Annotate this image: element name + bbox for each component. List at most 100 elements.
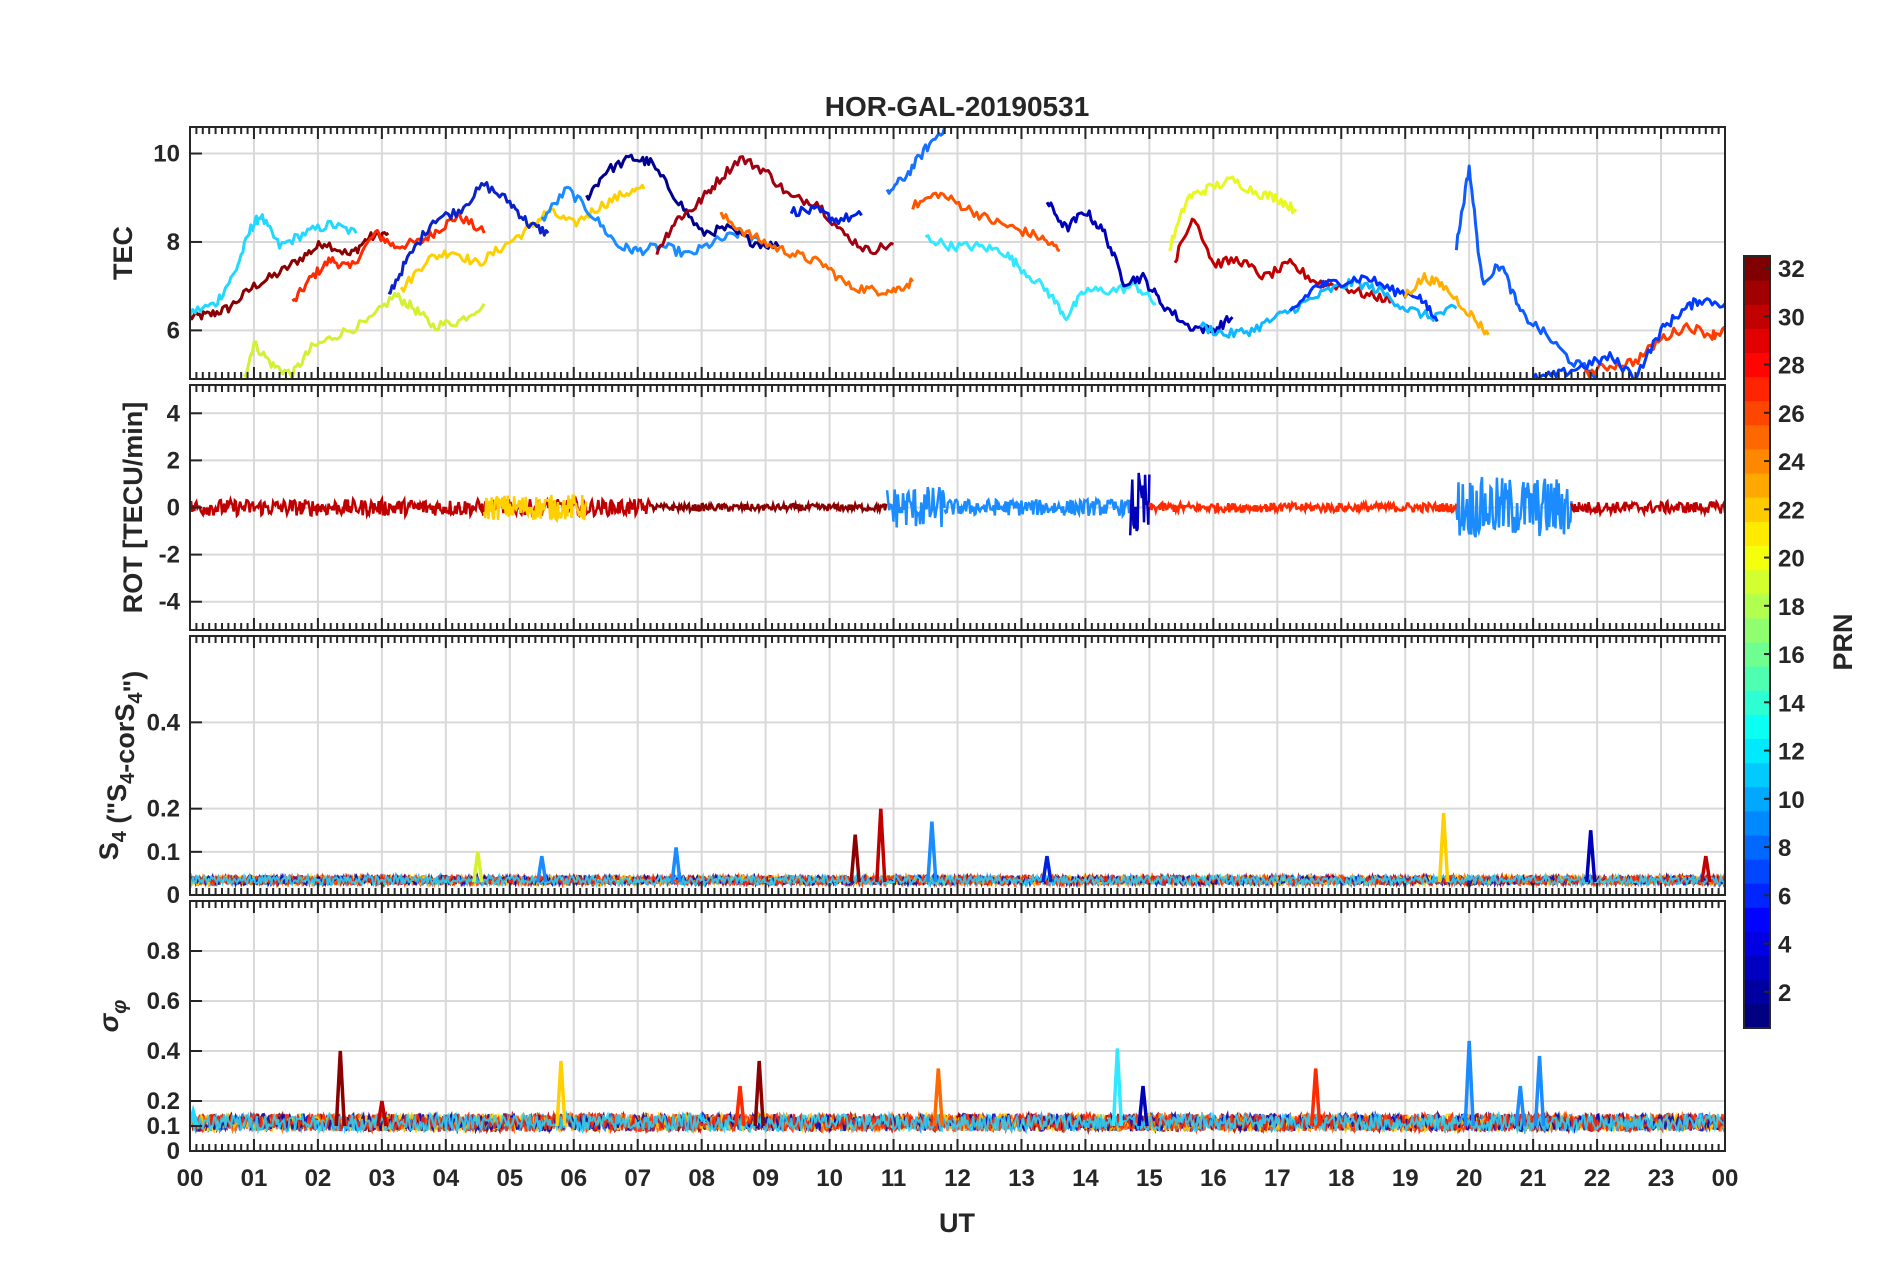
colorbar-bin bbox=[1744, 714, 1770, 739]
data-layer bbox=[190, 127, 1725, 1135]
colorbar-bin bbox=[1744, 955, 1770, 981]
colorbar-tick-label: 14 bbox=[1778, 690, 1805, 717]
colorbar-bin bbox=[1744, 810, 1770, 836]
x-tick-label: 22 bbox=[1584, 1165, 1611, 1192]
tec-series-prn-3 bbox=[789, 204, 863, 225]
rot-panel-data bbox=[190, 472, 1725, 538]
colorbar-tick-label: 30 bbox=[1778, 304, 1805, 331]
axes-layer: 6810-4-202400.10.20.400.10.20.40.60.8TEC… bbox=[93, 126, 1739, 1192]
tec-series-prn-24 bbox=[719, 211, 914, 297]
rot-y-tick-label: 0 bbox=[167, 495, 180, 522]
s4-spike bbox=[670, 847, 682, 883]
colorbar-tick-label: 8 bbox=[1778, 835, 1791, 862]
x-tick-label: 23 bbox=[1648, 1165, 1675, 1192]
colorbar-tick-label: 18 bbox=[1778, 594, 1805, 621]
tec-series-prn-6 bbox=[1531, 297, 1725, 379]
x-tick-label: 14 bbox=[1072, 1165, 1099, 1192]
colorbar-bin bbox=[1744, 1003, 1770, 1029]
s4-label-subscript: 4 bbox=[117, 772, 139, 784]
colorbar-bin bbox=[1744, 762, 1770, 788]
colorbar-label: PRN bbox=[1828, 613, 1858, 670]
sigma-subscript: φ bbox=[109, 1000, 131, 1014]
tec-panel-data bbox=[190, 127, 1725, 379]
sigma-y-tick-label: 0 bbox=[167, 1138, 180, 1165]
x-tick-label: 09 bbox=[752, 1165, 779, 1192]
colorbar-bin bbox=[1744, 328, 1770, 353]
x-tick-label: 05 bbox=[496, 1165, 523, 1192]
s4-spike bbox=[849, 834, 861, 883]
colorbar-bin bbox=[1744, 424, 1770, 450]
tec-series-prn-32 bbox=[190, 230, 390, 321]
x-tick-label: 20 bbox=[1456, 1165, 1483, 1192]
colorbar-frame bbox=[1743, 255, 1771, 1029]
tec-series-prn-4 bbox=[387, 181, 550, 295]
sigma-y-tick-label: 0.6 bbox=[147, 988, 180, 1015]
x-tick-label: 18 bbox=[1328, 1165, 1355, 1192]
tec-series-prn-25 bbox=[911, 191, 1061, 253]
tec-y-tick-label: 8 bbox=[167, 229, 180, 256]
x-tick-label: 12 bbox=[944, 1165, 971, 1192]
s4-label-part: -corS bbox=[110, 704, 140, 773]
tec-series-prn-30 bbox=[1173, 217, 1394, 304]
s4-label-subscript: 4 bbox=[109, 830, 131, 842]
colorbar-tick-label: 10 bbox=[1778, 787, 1805, 814]
tec-series-prn-13 bbox=[925, 234, 1156, 322]
rot-trace bbox=[649, 499, 888, 516]
sigma-y-tick-label: 0.2 bbox=[147, 1088, 180, 1115]
x-tick-label: 15 bbox=[1136, 1165, 1163, 1192]
tec-series-prn-11 bbox=[1199, 275, 1458, 339]
s4-spike bbox=[472, 851, 484, 883]
sigma-spike bbox=[1111, 1048, 1124, 1127]
s4-spike bbox=[1584, 830, 1597, 883]
colorbar-bin bbox=[1744, 907, 1770, 932]
colorbar-tick-label: 4 bbox=[1778, 932, 1792, 959]
x-tick-label: 10 bbox=[816, 1165, 843, 1192]
s4-label-part: ") bbox=[118, 671, 148, 693]
s4-spike bbox=[1437, 812, 1450, 883]
x-tick-label: 13 bbox=[1008, 1165, 1035, 1192]
colorbar-bin bbox=[1744, 569, 1770, 595]
tec-series-prn-18 bbox=[243, 291, 486, 379]
s4-label-part: S bbox=[94, 842, 124, 860]
s4-spike bbox=[1041, 855, 1053, 883]
sigma-spike bbox=[1137, 1085, 1149, 1127]
rot-trace bbox=[1455, 476, 1573, 538]
sigma-y-tick-label: 0.4 bbox=[147, 1038, 181, 1065]
rot-trace bbox=[1148, 498, 1458, 517]
rot-y-tick-label: 2 bbox=[167, 447, 180, 474]
s4-y-tick-label: 0.4 bbox=[147, 709, 181, 736]
x-tick-label: 07 bbox=[624, 1165, 651, 1192]
colorbar-bin bbox=[1744, 666, 1770, 691]
s4-y-tick-label: 0.1 bbox=[147, 839, 180, 866]
x-tick-label: 11 bbox=[881, 1165, 906, 1192]
colorbar-tick-label: 20 bbox=[1778, 546, 1805, 573]
colorbar-bin bbox=[1744, 521, 1770, 546]
sigma-spike bbox=[555, 1060, 567, 1127]
x-tick-label: 00 bbox=[1712, 1165, 1739, 1192]
x-tick-label: 19 bbox=[1392, 1165, 1419, 1192]
rot-trace bbox=[482, 494, 588, 524]
s4-y-tick-label: 0.2 bbox=[147, 796, 180, 823]
tec-series-prn-21 bbox=[399, 183, 646, 293]
colorbar-tick-label: 22 bbox=[1778, 497, 1805, 524]
rot-y-label: ROT [TECU/min] bbox=[118, 402, 148, 613]
colorbar-tick-label: 16 bbox=[1778, 642, 1805, 669]
tec-series-prn-5 bbox=[1288, 274, 1439, 323]
sigma-y-tick-label: 0.1 bbox=[147, 1113, 180, 1140]
rot-y-tick-label: -4 bbox=[159, 589, 181, 616]
colorbar-bin bbox=[1744, 859, 1770, 884]
x-tick-label: 00 bbox=[177, 1165, 204, 1192]
x-tick-label: 03 bbox=[369, 1165, 396, 1192]
s4-spike bbox=[926, 821, 938, 883]
sigma-spike bbox=[1309, 1068, 1322, 1127]
sigma-trace bbox=[190, 1110, 1725, 1135]
colorbar-tick-label: 26 bbox=[1778, 401, 1805, 428]
colorbar-tick-label: 24 bbox=[1778, 449, 1805, 476]
tec-series-prn-2 bbox=[1045, 201, 1234, 336]
x-axis-label: UT bbox=[939, 1208, 975, 1238]
sigma-spike bbox=[1514, 1085, 1527, 1127]
tec-series-prn-8 bbox=[1454, 164, 1599, 379]
colorbar-tick-label: 28 bbox=[1778, 353, 1805, 380]
rot-trace bbox=[190, 494, 652, 521]
tec-series-prn-26 bbox=[1583, 322, 1725, 379]
